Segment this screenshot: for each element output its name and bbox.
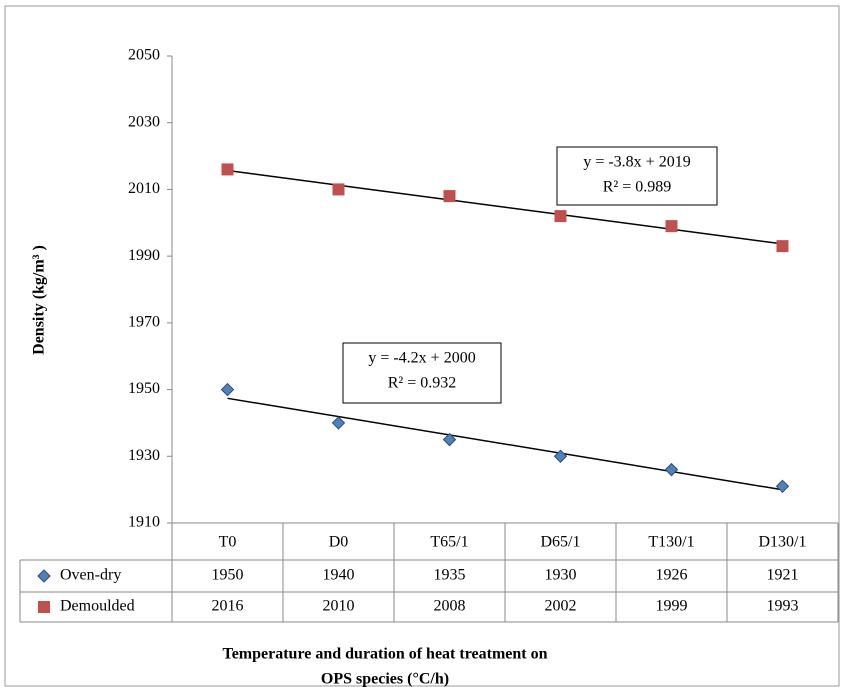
marker <box>332 183 345 196</box>
x-tick-label: T0 <box>219 534 237 551</box>
x-axis-title: OPS species (°C/h) <box>321 671 449 687</box>
equation-label: y = -3.8x + 2019 <box>583 154 690 171</box>
table-value: 1926 <box>656 567 688 584</box>
trendline <box>227 397 783 491</box>
marker <box>554 210 567 223</box>
marker <box>776 240 789 253</box>
x-tick-label: D65/1 <box>541 534 581 551</box>
table-value: 1940 <box>323 567 355 584</box>
table-value: 1993 <box>767 598 799 615</box>
y-tick-label: 2050 <box>128 47 160 64</box>
table-value: 1930 <box>545 567 577 584</box>
table-value: 2010 <box>323 598 355 615</box>
y-tick-label: 1910 <box>128 514 160 531</box>
legend-label: Oven-dry <box>60 567 121 584</box>
x-tick-label: T130/1 <box>648 534 694 551</box>
equation-label: R² = 0.932 <box>388 375 457 392</box>
table-value: 2008 <box>434 598 466 615</box>
marker <box>665 220 678 233</box>
legend-label: Demoulded <box>60 598 135 615</box>
marker <box>664 462 679 477</box>
trendline <box>227 169 783 245</box>
marker <box>221 163 234 176</box>
y-axis-title: Density (kg/m³ ) <box>31 245 48 355</box>
legend-marker <box>37 569 51 583</box>
y-tick-label: 2010 <box>128 180 160 197</box>
marker <box>331 416 346 430</box>
table-value: 1921 <box>767 567 799 584</box>
y-tick-label: 1950 <box>128 380 160 397</box>
equation-label: y = -4.2x + 2000 <box>368 350 475 367</box>
y-tick-label: 1990 <box>128 247 160 264</box>
marker <box>443 190 456 203</box>
legend-marker <box>38 601 50 613</box>
table-value: 1999 <box>656 598 688 615</box>
x-axis-title: Temperature and duration of heat treatme… <box>222 646 547 663</box>
table-value: 2002 <box>545 598 577 615</box>
x-tick-label: D130/1 <box>759 534 807 551</box>
marker <box>220 382 235 397</box>
marker <box>553 449 568 463</box>
x-tick-label: T65/1 <box>430 534 468 551</box>
x-tick-label: D0 <box>329 534 349 551</box>
table-value: 2016 <box>212 598 244 615</box>
y-tick-label: 1970 <box>128 314 160 331</box>
y-tick-label: 2030 <box>128 113 160 130</box>
equation-label: R² = 0.989 <box>603 179 672 196</box>
chart-border <box>4 5 840 687</box>
marker <box>775 479 790 494</box>
y-tick-label: 1930 <box>128 447 160 464</box>
equation-box <box>342 342 502 404</box>
table-value: 1950 <box>212 567 244 584</box>
equation-box <box>556 146 718 206</box>
table-value: 1935 <box>434 567 466 584</box>
marker <box>442 432 457 447</box>
